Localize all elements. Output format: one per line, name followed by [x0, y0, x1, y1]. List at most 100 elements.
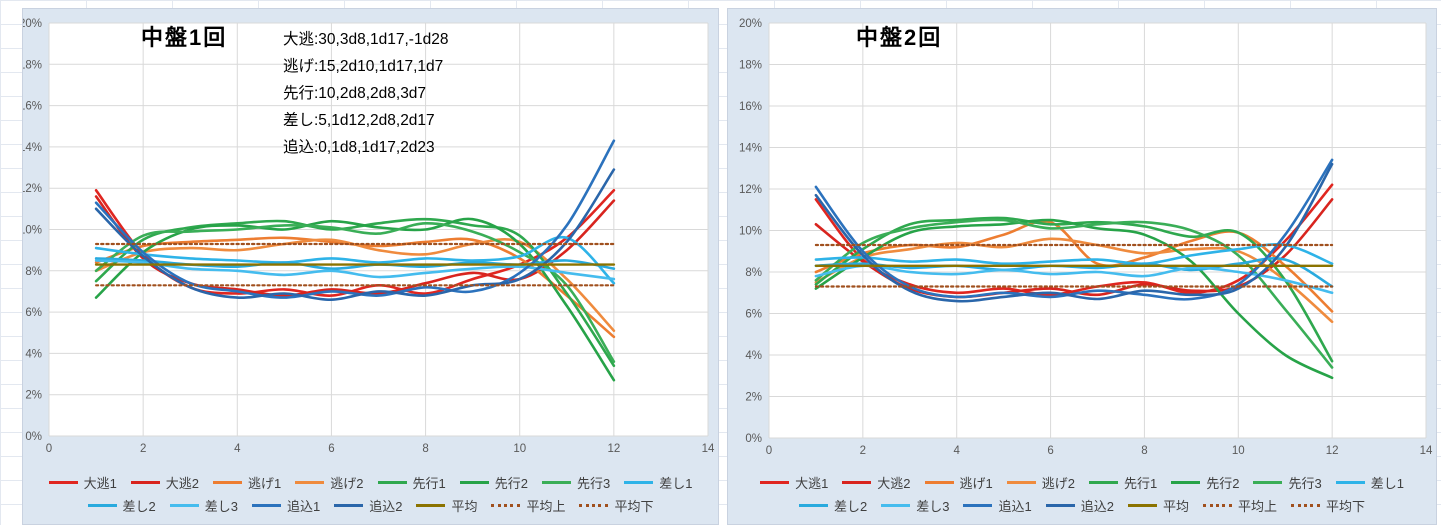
legend-label: 差し3	[916, 499, 950, 514]
y-axis-tick-label: 20%	[23, 18, 42, 30]
y-axis-tick-label: 10%	[739, 226, 762, 238]
annotation-line: 先行:10,2d8,2d8,3d7	[283, 85, 427, 102]
legend-swatch-oonige-2	[842, 481, 872, 484]
legend-swatch-sashi-1	[624, 481, 654, 484]
y-axis-tick-label: 4%	[745, 350, 762, 362]
legend-label: 大逃2	[165, 476, 200, 491]
x-axis-tick-label: 8	[1141, 445, 1147, 457]
legend-item-heikin-ue: 平均上	[491, 496, 565, 515]
legend-swatch-nige-1	[213, 481, 243, 484]
y-axis-tick-label: 16%	[23, 101, 42, 113]
legend-swatch-senko-2	[1171, 481, 1201, 484]
legend-label: 先行1	[412, 476, 446, 491]
legend-swatch-nige-1	[924, 481, 954, 484]
legend-item-senko-3: 先行3	[1253, 473, 1322, 492]
y-axis-tick-label: 0%	[745, 433, 762, 445]
annotation-line: 追込:0,1d8,1d17,2d23	[283, 139, 435, 156]
x-axis-tick-label: 6	[1047, 445, 1053, 457]
legend-swatch-senko-2	[459, 481, 489, 484]
legend-item-sashi-3: 差し3	[881, 496, 949, 515]
legend-label: 逃げ1	[959, 476, 993, 491]
y-axis-tick-label: 18%	[739, 60, 762, 72]
x-axis-tick-label: 0	[766, 445, 772, 457]
legend-item-oonige-1: 大逃1	[48, 473, 117, 492]
y-axis-tick-label: 4%	[25, 348, 42, 360]
legend-label: 逃げ1	[248, 476, 282, 491]
legend-item-heikin: 平均	[1127, 496, 1189, 515]
legend-label: 先行2	[1206, 476, 1240, 491]
x-axis-tick-label: 10	[513, 443, 526, 455]
plot-area: 20% 18% 16% 14% 12% 10% 8% 6% 4% 2% 0% 0 2 4 6 8 10 12 14	[728, 9, 1436, 524]
series-line-sashi-3	[814, 264, 1334, 295]
legend-label: 平均下	[614, 499, 654, 514]
legend-swatch-oikomi-2	[1045, 504, 1075, 507]
legend-label: 先行1	[1124, 476, 1158, 491]
series-line-sashi-1	[814, 243, 1334, 266]
legend-item-sashi-2: 差し2	[87, 496, 156, 515]
x-axis-tick-label: 6	[328, 443, 334, 455]
chart-title: 中盤1回	[141, 25, 228, 50]
legend-label: 大逃1	[795, 476, 829, 491]
series-line-oikomi-2	[94, 168, 616, 302]
y-axis-tick-label: 2%	[25, 390, 42, 402]
x-axis-tick-label: 2	[140, 443, 146, 455]
y-axis-tick-label: 14%	[23, 142, 42, 154]
legend-label: 大逃1	[83, 476, 117, 491]
series-line-senko-3	[94, 221, 616, 363]
y-axis-tick-label: 6%	[25, 307, 42, 319]
legend-item-oikomi-2: 追込2	[334, 496, 402, 515]
legend-swatch-sashi-1	[1335, 481, 1365, 484]
legend-swatch-oikomi-2	[334, 504, 364, 507]
series-line-sashi-1	[94, 235, 616, 285]
y-axis-tick-label: 14%	[739, 143, 762, 155]
legend-item-nige-1: 逃げ1	[924, 473, 993, 492]
legend-label: 先行3	[1288, 476, 1322, 491]
legend-item-nige-2: 逃げ2	[1006, 473, 1075, 492]
legend-label: 差し2	[122, 499, 156, 514]
series-line-oikomi-1	[814, 158, 1334, 301]
legend-swatch-heikin-shita	[1290, 504, 1320, 507]
legend-item-oikomi-1: 追込1	[251, 496, 321, 515]
chart-card-chuban-1[interactable]: 20%18%16%14%12%10%8%6%4%2%0%02468101214 …	[22, 8, 719, 525]
x-axis-tick-label: 0	[46, 443, 52, 455]
legend-label: 平均	[1162, 499, 1189, 514]
y-axis-tick-label: 0%	[25, 431, 42, 443]
legend-label: 差し1	[1370, 476, 1404, 491]
legend-swatch-senko-1	[1089, 481, 1118, 484]
legend-item-sashi-1: 差し1	[1335, 473, 1404, 492]
legend-item-oikomi-1: 追込1	[963, 496, 1032, 515]
legend-swatch-senko-3	[1253, 481, 1283, 484]
legend-item-sashi-3: 差し3	[169, 496, 238, 515]
legend-swatch-senko-3	[541, 481, 571, 484]
legend-row: 差し2 差し3 追込1 追込2 平均 平均上 平均下	[728, 496, 1436, 515]
legend-swatch-nige-2	[295, 481, 325, 484]
legend-swatch-heikin-ue	[1202, 504, 1232, 507]
legend-label: 追込1	[286, 499, 321, 514]
legend-swatch-sashi-2	[799, 504, 828, 507]
y-axis-tick-label: 12%	[739, 184, 762, 196]
legend-item-oikomi-2: 追込2	[1045, 496, 1114, 515]
legend-item-oonige-1: 大逃1	[760, 473, 828, 492]
y-axis-tick-label: 8%	[25, 266, 42, 278]
chart-title: 中盤2回	[856, 25, 943, 50]
chart-card-chuban-2[interactable]: 20% 18% 16% 14% 12% 10% 8% 6% 4% 2% 0% 0 2 4 6 8 10 12 14 …	[727, 8, 1437, 525]
legend-label: 平均上	[1237, 499, 1277, 514]
annotation-line: 逃げ:15,2d10,1d17,1d7	[283, 58, 444, 75]
chart-svg: 20% 18% 16% 14% 12% 10% 8% 6% 4% 2% 0% 0 2 4 6 8 10 12 14	[23, 18, 715, 455]
y-axis-tick-label: 10%	[23, 225, 42, 237]
legend-item-oonige-2: 大逃2	[842, 473, 911, 492]
series-line-nige-2	[814, 237, 1334, 324]
legend-label: 差し2	[834, 499, 868, 514]
legend-item-senko-2: 先行2	[459, 473, 528, 492]
y-axis-tick-label: 16%	[739, 101, 762, 113]
legend-item-heikin-shita: 平均下	[1290, 496, 1365, 515]
legend-label: 追込2	[1080, 499, 1114, 514]
legend-item-senko-3: 先行3	[541, 473, 610, 492]
y-axis-tick-label: 18%	[23, 59, 42, 71]
legend-item-nige-1: 逃げ1	[213, 473, 281, 492]
legend-row: 大逃1 大逃2 逃げ1 逃げ2 先行1 先行2 先行3 差し1	[728, 473, 1436, 492]
legend-swatch-heikin	[1127, 504, 1157, 507]
legend-swatch-heikin-shita	[579, 504, 609, 507]
x-axis-tick-label: 14	[1420, 445, 1433, 457]
legend-label: 平均下	[1325, 499, 1365, 514]
